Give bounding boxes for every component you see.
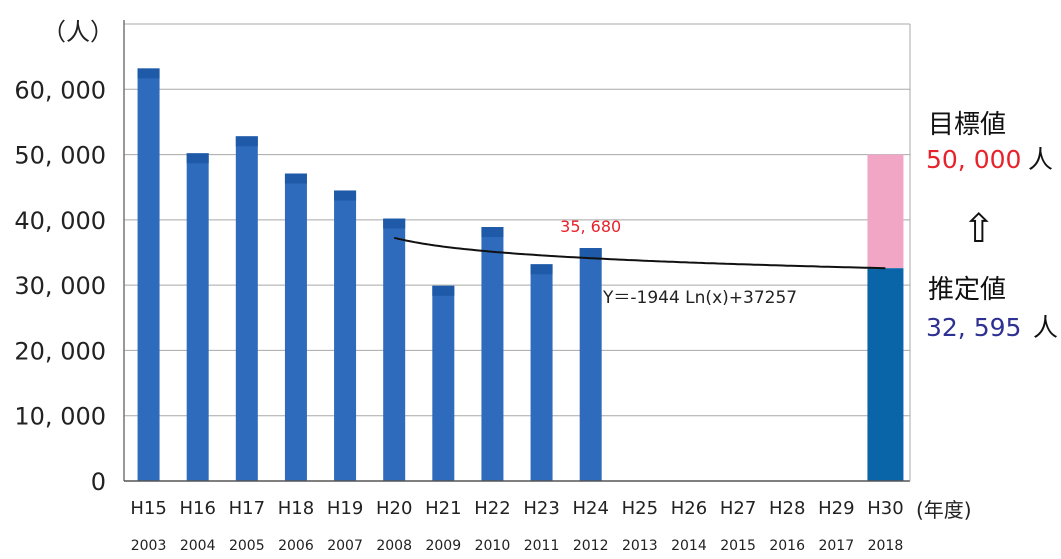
bar-top-cap: [284, 173, 307, 184]
target-label: 目標値: [928, 110, 1006, 140]
estimate-label: 推定値: [928, 275, 1006, 305]
x-tick-year-label: 2012: [573, 538, 609, 554]
bar-top-cap: [530, 264, 553, 275]
bar: [186, 153, 209, 481]
x-tick-year-label: 2003: [131, 538, 167, 554]
x-tick-label: H29: [818, 498, 854, 519]
x-tick-label: H17: [229, 498, 265, 519]
x-tick-year-label: 2004: [180, 538, 216, 554]
bar: [137, 68, 160, 481]
x-tick-label: H27: [720, 498, 756, 519]
x-tick-year-label: 2018: [868, 538, 904, 554]
x-tick-label: H22: [474, 498, 510, 519]
x-tick-label: H18: [278, 498, 314, 519]
x-tick-year-label: 2011: [524, 538, 560, 554]
x-tick-label: H23: [523, 498, 559, 519]
y-tick-label: 60, 000: [14, 76, 106, 104]
target-bar-segment: [867, 154, 904, 269]
labels-layer: 0 10, 000 20, 000 30, 000 40, 000 50, 000 60, …: [14, 76, 903, 554]
x-tick-label: H20: [376, 498, 412, 519]
bar: [530, 264, 553, 481]
bar-top-cap: [579, 248, 602, 259]
x-tick-year-label: 2016: [769, 538, 805, 554]
x-tick-year-label: 2015: [720, 538, 756, 554]
x-tick-year-label: 2009: [425, 538, 461, 554]
x-axis-unit-label: (年度): [916, 498, 972, 522]
axis-layer: [123, 20, 911, 482]
x-tick-year-label: 2017: [818, 538, 854, 554]
x-tick-label: H30: [867, 498, 903, 519]
x-tick-label: H21: [425, 498, 461, 519]
y-axis-unit-label: （人）: [42, 18, 114, 46]
x-tick-label: H25: [622, 498, 658, 519]
y-tick-label: 10, 000: [14, 403, 106, 431]
target-unit: 人: [1028, 145, 1053, 174]
target-value: 50, 000: [926, 145, 1021, 174]
bar-top-cap: [383, 218, 406, 229]
bar: [383, 218, 406, 481]
y-tick-label: 50, 000: [14, 142, 106, 170]
bars-layer: [137, 68, 904, 482]
estimate-unit: 人: [1033, 313, 1058, 342]
trendline-formula: Y＝-1944 Ln(x)+37257: [602, 288, 797, 308]
x-tick-label: H26: [671, 498, 707, 519]
estimate-value: 32, 595: [926, 313, 1021, 342]
trend-layer: [393, 236, 886, 270]
bar: [334, 190, 357, 481]
x-tick-year-label: 2014: [671, 538, 707, 554]
bar-top-cap: [235, 136, 258, 147]
x-tick-year-label: 2010: [475, 538, 511, 554]
bar: [235, 136, 258, 481]
bar-top-cap: [481, 227, 504, 238]
bar: [481, 227, 504, 481]
bar: [579, 248, 602, 481]
x-tick-label: H19: [327, 498, 363, 519]
x-tick-year-label: 2005: [229, 538, 265, 554]
x-tick-label: H24: [572, 498, 608, 519]
x-tick-year-label: 2007: [327, 538, 363, 554]
y-tick-label: 30, 000: [14, 272, 106, 300]
estimate-bar: [867, 268, 904, 481]
x-tick-year-label: 2008: [376, 538, 412, 554]
x-tick-year-label: 2013: [622, 538, 658, 554]
up-arrow-icon: ⇧: [962, 206, 996, 252]
bar: [284, 173, 307, 482]
x-tick-year-label: 2006: [278, 538, 314, 554]
bar-top-cap: [186, 153, 209, 164]
bar: [432, 285, 455, 481]
x-tick-label: H15: [130, 498, 166, 519]
y-tick-label: 0: [91, 468, 106, 496]
bar-top-cap: [137, 68, 160, 79]
x-tick-label: H28: [769, 498, 805, 519]
trendline: [393, 236, 886, 270]
data-label-callout: 35, 680: [560, 217, 621, 236]
bar-top-cap: [334, 190, 357, 201]
y-tick-label: 40, 000: [14, 207, 106, 235]
y-tick-label: 20, 000: [14, 337, 106, 365]
bar-top-cap: [432, 285, 455, 296]
x-tick-label: H16: [179, 498, 215, 519]
